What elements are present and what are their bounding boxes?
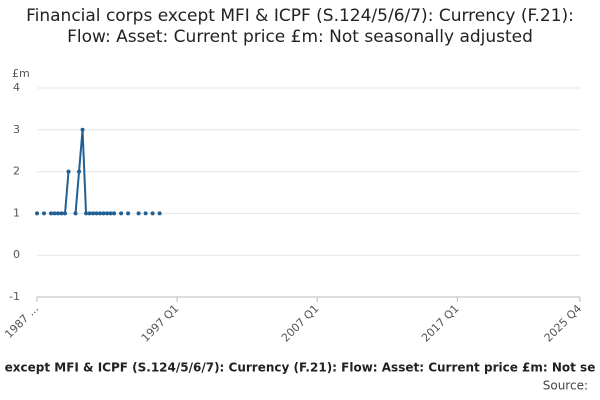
point: [87, 211, 92, 216]
point: [73, 211, 78, 216]
y-tick-label: 4: [13, 81, 20, 94]
point: [136, 211, 141, 216]
x-tick-label: 1987 ...: [2, 302, 41, 341]
point: [56, 211, 61, 216]
point: [63, 211, 68, 216]
point: [157, 211, 162, 216]
point: [94, 211, 99, 216]
point: [52, 211, 57, 216]
x-tick-label: 1997 Q1: [139, 302, 182, 345]
point: [49, 211, 54, 216]
y-tick-label: -1: [9, 290, 20, 303]
point: [126, 211, 131, 216]
point: [112, 211, 117, 216]
y-tick-label: 1: [13, 206, 20, 219]
point: [77, 169, 82, 174]
x-tick-label: 2007 Q1: [279, 302, 322, 345]
point: [150, 211, 155, 216]
y-tick-label: 0: [13, 248, 20, 261]
y-unit: £m: [12, 67, 30, 80]
point: [105, 211, 110, 216]
point: [98, 211, 103, 216]
point: [108, 211, 113, 216]
point: [143, 211, 148, 216]
x-tick-label: 2025 Q4: [542, 302, 585, 345]
point: [59, 211, 64, 216]
point: [101, 211, 106, 216]
chart-title: Financial corps except MFI & ICPF (S.124…: [26, 6, 574, 47]
x-tick-label: 2017 Q1: [419, 302, 462, 345]
point: [42, 211, 47, 216]
y-tick-label: 3: [13, 123, 20, 136]
footer-title: except MFI & ICPF (S.124/5/6/7): Currenc…: [5, 361, 596, 375]
point: [91, 211, 96, 216]
point: [84, 211, 89, 216]
point: [119, 211, 124, 216]
y-tick-label: 2: [13, 165, 20, 178]
point: [80, 127, 85, 132]
point: [35, 211, 39, 216]
point: [66, 169, 71, 174]
source: Source:: [543, 379, 588, 393]
